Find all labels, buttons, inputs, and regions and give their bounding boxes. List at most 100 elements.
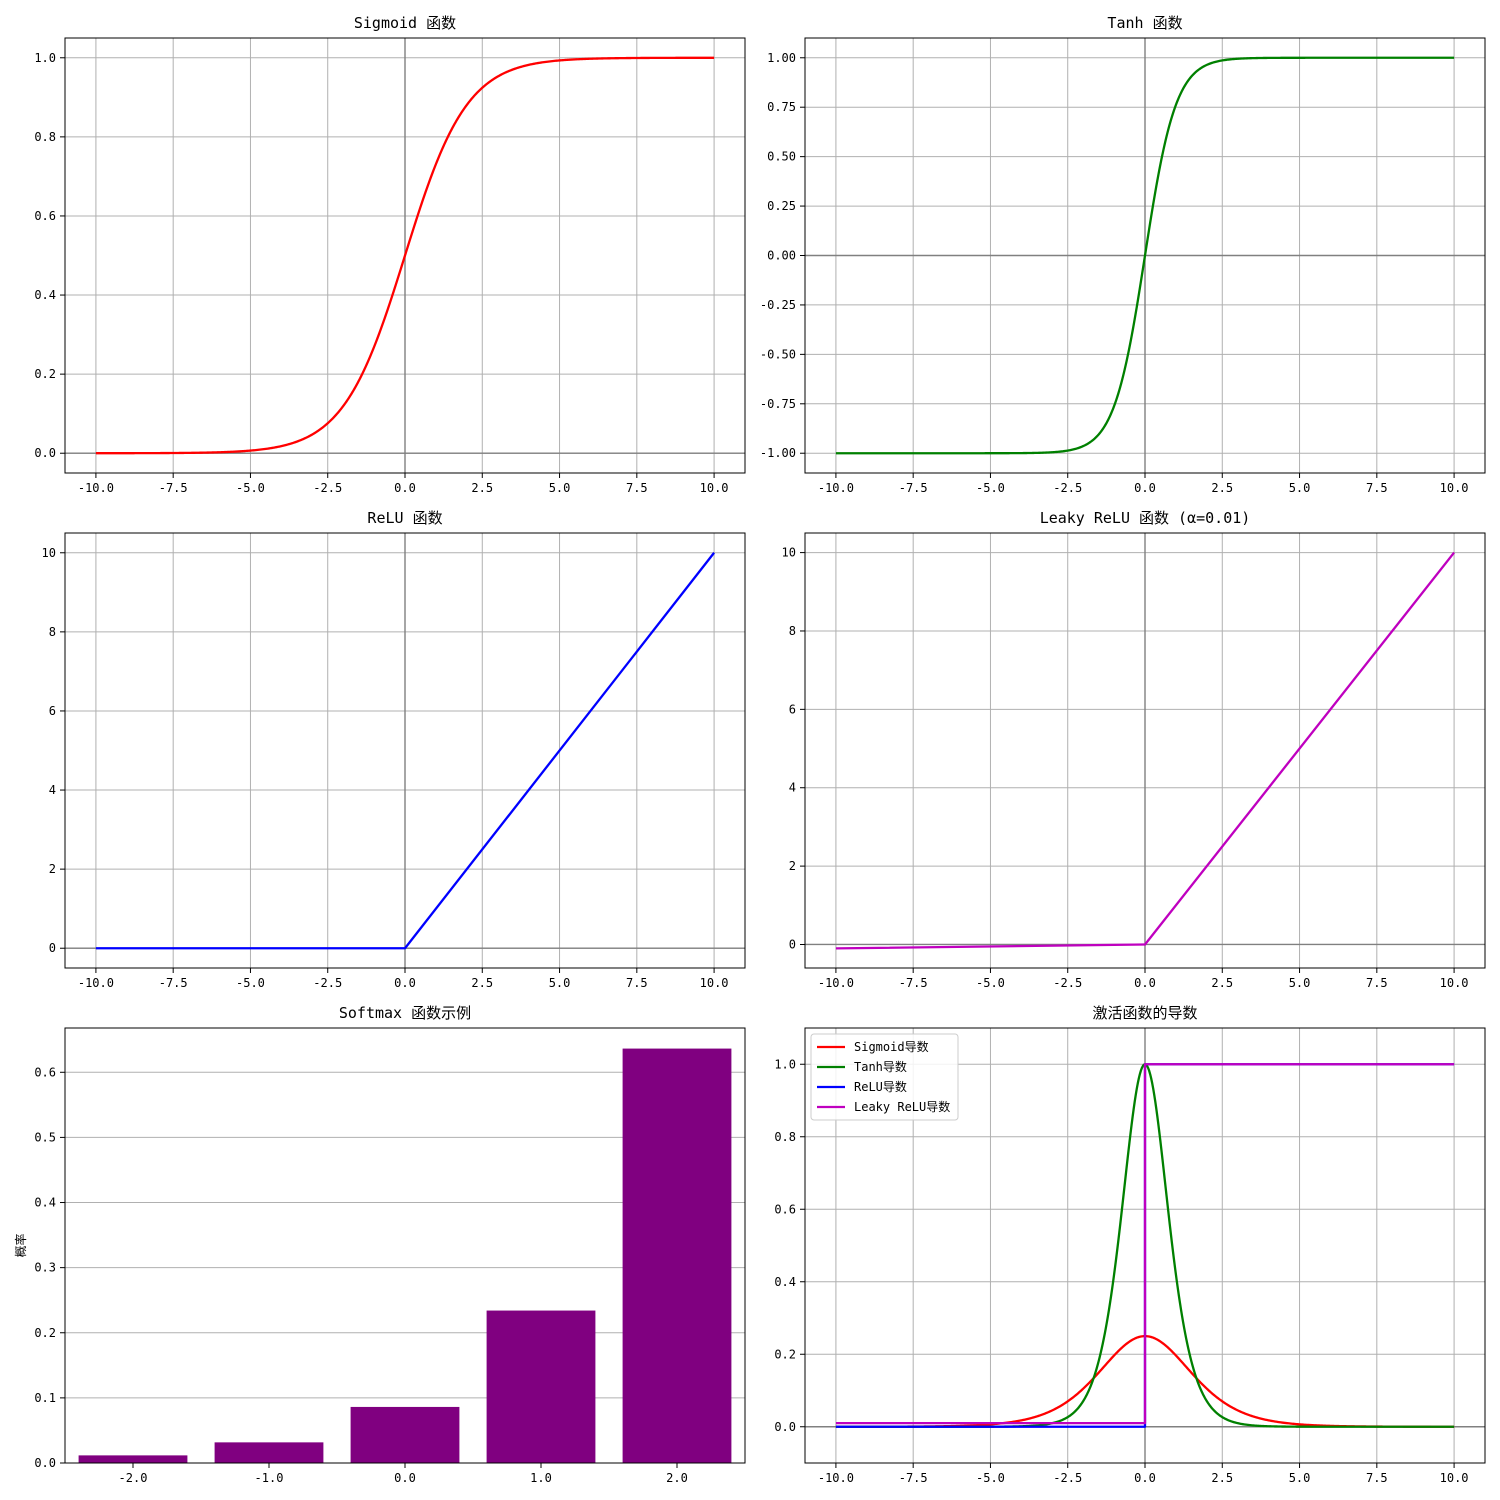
plot-data bbox=[835, 56, 1455, 455]
y-tick-label: 0.0 bbox=[34, 446, 56, 460]
x-tick-label: 10.0 bbox=[700, 976, 729, 990]
x-tick-label: 0.0 bbox=[1134, 976, 1156, 990]
series-line-tanh bbox=[835, 56, 1455, 455]
x-tick-label: 7.5 bbox=[1366, 481, 1388, 495]
plot-data bbox=[95, 56, 715, 455]
x-tick-label: 2.0 bbox=[666, 1471, 688, 1485]
x-tick-label: -10.0 bbox=[78, 976, 114, 990]
y-tick-label: 0.25 bbox=[767, 199, 796, 213]
bar--1.0 bbox=[214, 1442, 324, 1463]
chart-panel-5: -2.0 -1.0 0.0 1.0 2.0 0.0 0.1 0.2 0.3 0.4 0.5 0.6 So… bbox=[13, 1004, 746, 1485]
x-tick-label: 2.5 bbox=[1211, 1471, 1233, 1485]
y-tick-label: 0.6 bbox=[34, 1065, 56, 1079]
y-tick-label: 0.6 bbox=[774, 1202, 796, 1216]
plot-data bbox=[835, 1063, 1455, 1428]
x-tick-label: -7.5 bbox=[159, 481, 188, 495]
x-tick-label: 7.5 bbox=[1366, 976, 1388, 990]
y-axis-label: 概率 bbox=[13, 1233, 28, 1257]
bar--2.0 bbox=[78, 1455, 188, 1463]
chart-title: Sigmoid 函数 bbox=[354, 14, 456, 32]
x-tick-label: 2.5 bbox=[471, 976, 493, 990]
plot-data bbox=[78, 1048, 732, 1463]
y-tick-label: 0.3 bbox=[34, 1261, 56, 1275]
legend: Sigmoid导数 Tanh导数 ReLU导数 Leaky ReLU导数 bbox=[810, 1033, 959, 1121]
x-tick-label: 2.5 bbox=[1211, 481, 1233, 495]
x-tick-label: -10.0 bbox=[818, 481, 854, 495]
y-tick-label: 0.8 bbox=[774, 1130, 796, 1144]
y-tick-label: 0 bbox=[789, 937, 796, 951]
x-tick-label: 0.0 bbox=[1134, 481, 1156, 495]
y-tick-label: 1.00 bbox=[767, 51, 796, 65]
x-tick-label: -7.5 bbox=[899, 1471, 928, 1485]
y-tick-label: 0.75 bbox=[767, 100, 796, 114]
x-tick-label: -5.0 bbox=[236, 976, 265, 990]
x-tick-label: -2.5 bbox=[1053, 976, 1082, 990]
y-tick-label: 8 bbox=[789, 624, 796, 638]
chart-title: Leaky ReLU 函数 (α=0.01) bbox=[1040, 509, 1251, 527]
y-tick-label: -0.75 bbox=[760, 397, 796, 411]
y-tick-label: 0.2 bbox=[774, 1347, 796, 1361]
x-tick-label: 0.0 bbox=[1134, 1471, 1156, 1485]
y-tick-label: 2 bbox=[49, 862, 56, 876]
y-tick-label: 4 bbox=[789, 781, 796, 795]
x-tick-label: 2.5 bbox=[471, 481, 493, 495]
x-tick-label: -2.5 bbox=[313, 481, 342, 495]
x-tick-label: 10.0 bbox=[1440, 481, 1469, 495]
x-tick-label: -2.5 bbox=[313, 976, 342, 990]
y-tick-label: 0.4 bbox=[34, 288, 56, 302]
y-tick-label: 1.0 bbox=[774, 1057, 796, 1071]
y-tick-label: 0.5 bbox=[34, 1130, 56, 1144]
chart-panel-4: -10.0 -7.5 -5.0 -2.5 0.0 2.5 5.0 7.5 10.0 0 2 4 6 8 10… bbox=[782, 509, 1486, 990]
chart-panel-2: -10.0 -7.5 -5.0 -2.5 0.0 2.5 5.0 7.5 10.0 -1.00 -0… bbox=[760, 14, 1486, 495]
y-tick-label: 1.0 bbox=[34, 51, 56, 65]
x-tick-label: -10.0 bbox=[818, 976, 854, 990]
x-tick-label: -2.5 bbox=[1053, 481, 1082, 495]
y-tick-label: 0.2 bbox=[34, 367, 56, 381]
series-line-relu bbox=[95, 552, 715, 950]
legend-box bbox=[810, 1033, 959, 1121]
x-tick-label: 5.0 bbox=[549, 481, 571, 495]
x-tick-label: -2.5 bbox=[1053, 1471, 1082, 1485]
x-tick-label: -5.0 bbox=[976, 976, 1005, 990]
series-line-leaky_relu bbox=[835, 551, 1455, 950]
y-tick-label: 6 bbox=[789, 702, 796, 716]
x-tick-label: 2.5 bbox=[1211, 976, 1233, 990]
chart-title: 激活函数的导数 bbox=[1092, 1004, 1197, 1022]
series-line-sigmoid bbox=[95, 56, 715, 455]
x-tick-label: 5.0 bbox=[1289, 481, 1311, 495]
legend-entry: ReLU导数 bbox=[854, 1079, 907, 1094]
y-tick-label: 6 bbox=[49, 704, 56, 718]
x-tick-label: 10.0 bbox=[1440, 976, 1469, 990]
y-tick-label: 0.6 bbox=[34, 209, 56, 223]
x-tick-label: 7.5 bbox=[1366, 1471, 1388, 1485]
series-line-leaky_relu_deriv bbox=[835, 1063, 1455, 1425]
y-tick-label: 0.50 bbox=[767, 150, 796, 164]
x-tick-label: 0.0 bbox=[394, 481, 416, 495]
bar-2.0 bbox=[622, 1048, 732, 1463]
y-tick-label: 0.2 bbox=[34, 1326, 56, 1340]
x-tick-label: 5.0 bbox=[1289, 976, 1311, 990]
y-tick-label: 0.4 bbox=[774, 1275, 796, 1289]
y-tick-label: 4 bbox=[49, 783, 56, 797]
plot-data bbox=[835, 551, 1455, 950]
x-tick-label: -1.0 bbox=[255, 1471, 284, 1485]
y-tick-label: -0.50 bbox=[760, 347, 796, 361]
x-tick-label: -2.0 bbox=[119, 1471, 148, 1485]
y-tick-label: 0 bbox=[49, 941, 56, 955]
plot-data bbox=[95, 552, 715, 950]
x-tick-label: -5.0 bbox=[236, 481, 265, 495]
y-tick-label: 0.8 bbox=[34, 130, 56, 144]
x-tick-label: -5.0 bbox=[976, 1471, 1005, 1485]
chart-panel-3: -10.0 -7.5 -5.0 -2.5 0.0 2.5 5.0 7.5 10.0 0 2 4 6 8 10… bbox=[42, 509, 746, 990]
x-tick-label: 5.0 bbox=[1289, 1471, 1311, 1485]
y-tick-label: 2 bbox=[789, 859, 796, 873]
chart-title: ReLU 函数 bbox=[367, 509, 442, 527]
chart-panel-6: -10.0 -7.5 -5.0 -2.5 0.0 2.5 5.0 7.5 10.0 0.0 0.2 0… bbox=[774, 1004, 1486, 1485]
y-tick-label: 0.00 bbox=[767, 249, 796, 263]
x-tick-label: 0.0 bbox=[394, 1471, 416, 1485]
x-tick-label: 0.0 bbox=[394, 976, 416, 990]
chart-title: Tanh 函数 bbox=[1107, 14, 1182, 32]
bar-0.0 bbox=[350, 1406, 460, 1463]
